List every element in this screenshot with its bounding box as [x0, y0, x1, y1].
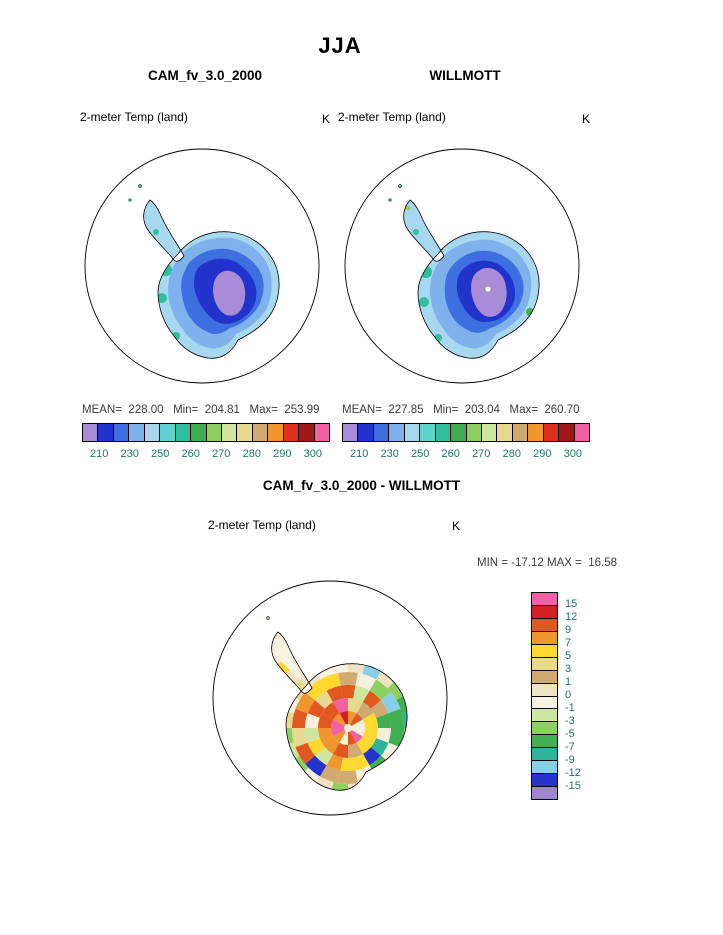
colorbar-right — [342, 423, 590, 442]
panel-left-stats: MEAN= 228.00 Min= 204.81 Max= 253.99 — [82, 404, 320, 416]
panel-diff-field-label: 2-meter Temp (land) — [208, 518, 316, 532]
antarctica-map-cam — [84, 148, 320, 384]
figure-title: JJA — [318, 33, 362, 58]
panel-diff-stats: MIN = -17.12 MAX = 16.58 — [477, 557, 617, 569]
colorbar-diff — [531, 592, 558, 800]
panel-right-stats: MEAN= 227.85 Min= 203.04 Max= 260.70 — [342, 404, 580, 416]
antarctica-map-diff — [212, 580, 448, 816]
panel-left-units-label: K — [321, 112, 330, 126]
panel-right-header: WILLMOTT — [429, 68, 501, 83]
panel-left-header: CAM_fv_3.0_2000 — [147, 68, 263, 83]
panel-diff-header: CAM_fv_3.0_2000 - WILLMOTT — [262, 478, 461, 493]
colorbar-right-ticks: 210 230 250 260 270 280 290 300 — [350, 448, 582, 460]
panel-left-field-label: 2-meter Temp (land) — [80, 110, 188, 124]
colorbar-left — [82, 423, 330, 442]
colorbar-diff-labels: 15 12 9 7 5 3 1 0 -1 -3 -5 -7 -9 -12 -15 — [565, 598, 581, 792]
panel-diff-units-label: K — [452, 519, 461, 533]
antarctica-map-willmott — [344, 148, 580, 384]
panel-right-units-label: K — [581, 112, 590, 126]
colorbar-left-ticks: 210 230 250 260 270 280 290 300 — [90, 448, 322, 460]
panel-right-field-label: 2-meter Temp (land) — [338, 110, 446, 124]
